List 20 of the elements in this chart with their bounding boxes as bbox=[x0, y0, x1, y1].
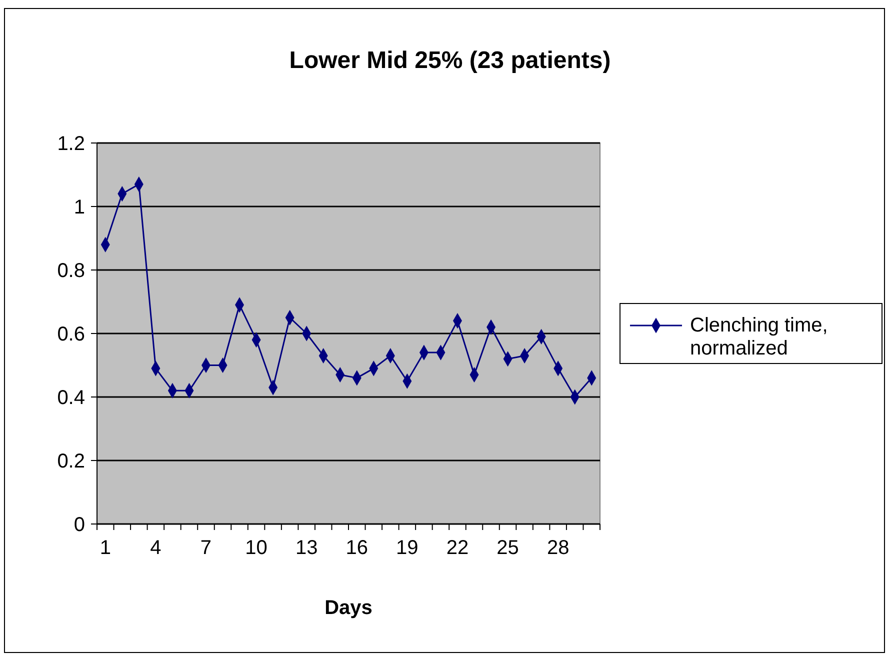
x-tick-label: 25 bbox=[496, 537, 519, 559]
y-tick-label: 0.6 bbox=[57, 324, 85, 346]
x-tick-label: 28 bbox=[546, 537, 570, 559]
x-tick-label: 19 bbox=[396, 537, 418, 559]
y-tick-label: 0.2 bbox=[57, 450, 85, 472]
y-tick-label: 1.2 bbox=[57, 133, 85, 155]
x-tick-label: 7 bbox=[200, 537, 212, 559]
x-tick-label: 4 bbox=[150, 537, 162, 559]
x-tick-label: 13 bbox=[295, 537, 318, 559]
chart-title: Lower Mid 25% (23 patients) bbox=[289, 47, 611, 74]
x-axis-title: Days bbox=[324, 597, 372, 619]
y-tick-label: 0.4 bbox=[57, 387, 85, 409]
legend-label: Clenching time, normalized bbox=[690, 314, 828, 360]
x-tick-label: 10 bbox=[245, 537, 268, 559]
x-tick-label: 1 bbox=[100, 537, 111, 559]
y-tick-label: 0.8 bbox=[57, 260, 85, 282]
y-tick-label: 1 bbox=[74, 196, 85, 218]
x-tick-label: 16 bbox=[346, 537, 368, 559]
y-tick-label: 0 bbox=[74, 514, 85, 536]
x-tick-label: 22 bbox=[446, 537, 469, 559]
